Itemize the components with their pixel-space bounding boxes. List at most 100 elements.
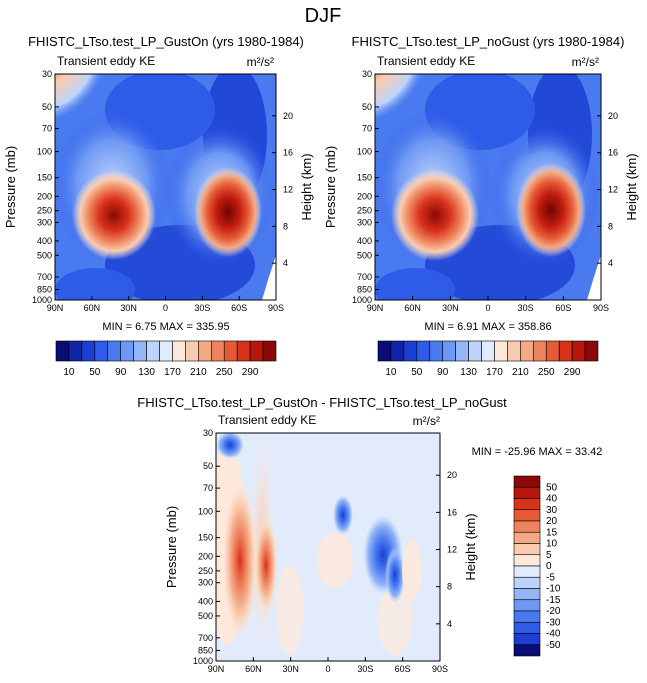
colorbar-swatch — [513, 599, 541, 612]
y-right-tick-label: 12 — [447, 545, 457, 555]
y-tick-label: 250 — [37, 206, 52, 216]
colorbar-label: 290 — [564, 367, 581, 378]
panel-left-label: Transient eddy KE — [218, 413, 316, 427]
colorbar-swatch — [571, 340, 586, 362]
colorbar-label: 210 — [512, 367, 529, 378]
min-max-stats: MIN = -25.96 MAX = 33.42 — [472, 446, 603, 458]
y-right-tick-label: 4 — [447, 619, 452, 629]
y-axis-label: Pressure (mb) — [3, 146, 18, 228]
x-tick-label: 30S — [194, 303, 210, 313]
y-tick-label: 70 — [362, 124, 372, 134]
colorbar-swatch — [416, 340, 431, 362]
colorbar-label: -50 — [546, 640, 561, 651]
panel-title: FHISTC_LTso.test_LP_noGust (yrs 1980-198… — [352, 34, 625, 49]
panel-title: FHISTC_LTso.test_LP_GustOn (yrs 1980-198… — [28, 34, 304, 49]
x-tick-label: 30S — [518, 303, 534, 313]
x-tick-label: 0 — [325, 664, 330, 674]
y-right-tick-label: 16 — [447, 507, 457, 517]
colorbar-label: 170 — [164, 367, 181, 378]
y-right-axis-label: Height (km) — [299, 153, 314, 220]
colorbar-label: 50 — [411, 367, 423, 378]
y-tick-label: 30 — [362, 69, 372, 79]
colorbar-swatch — [513, 475, 541, 488]
colorbar-swatch — [210, 340, 225, 362]
colorbar-label: 170 — [486, 367, 503, 378]
x-tick-label: 30N — [442, 303, 459, 313]
panel-no-gust: FHISTC_LTso.test_LP_noGust (yrs 1980-198… — [323, 34, 639, 333]
colorbar-swatch — [513, 498, 541, 511]
colorbar-label: 290 — [242, 367, 259, 378]
colorbar-swatch — [94, 340, 109, 362]
min-max-stats: MIN = 6.75 MAX = 335.95 — [102, 321, 229, 333]
colorbar-swatch — [429, 340, 444, 362]
x-tick-label: 30N — [120, 303, 137, 313]
y-tick-label: 30 — [203, 428, 213, 438]
colorbar-swatch — [120, 340, 134, 362]
y-tick-label: 50 — [362, 102, 372, 112]
colorbar-swatch — [513, 633, 541, 646]
y-tick-label: 150 — [37, 173, 52, 183]
y-right-tick-label: 16 — [283, 148, 293, 158]
y-right-tick-label: 20 — [447, 470, 457, 480]
colorbar-swatch — [133, 340, 147, 362]
colorbar-swatch — [146, 340, 160, 362]
y-tick-label: 850 — [198, 645, 213, 655]
x-tick-label: 60N — [84, 303, 101, 313]
colorbar-swatch — [520, 340, 534, 362]
y-tick-label: 700 — [198, 633, 213, 643]
y-tick-label: 100 — [357, 147, 372, 157]
colorbar-swatch — [513, 565, 541, 578]
y-tick-label: 1000 — [193, 656, 213, 666]
colorbar-swatch — [68, 340, 83, 362]
colorbar-label: 20 — [546, 516, 558, 527]
colorbar-swatch — [442, 340, 456, 362]
colorbar-swatch — [513, 621, 541, 634]
colorbar-label: 5 — [546, 550, 552, 561]
colorbar-label: 50 — [546, 482, 558, 493]
colorbar-swatch — [513, 554, 541, 567]
x-tick-label: 0 — [485, 303, 490, 313]
panel-left-label: Transient eddy KE — [377, 54, 475, 68]
y-right-tick-label: 4 — [283, 258, 288, 268]
y-tick-label: 400 — [198, 596, 213, 606]
y-tick-label: 70 — [203, 483, 213, 493]
colorbar-swatch — [545, 340, 560, 362]
colorbar-swatch — [513, 509, 541, 522]
x-tick-label: 90N — [367, 303, 384, 313]
x-tick-label: 90S — [432, 664, 448, 674]
colorbar-swatch — [81, 340, 96, 362]
colorbar-label: 250 — [216, 367, 233, 378]
colorbar-label: 130 — [138, 367, 155, 378]
figure-title: DJF — [305, 5, 342, 27]
colorbar-swatch — [159, 340, 173, 362]
y-right-tick-label: 20 — [608, 111, 618, 121]
colorbar-label: -5 — [546, 572, 555, 583]
panel-units-label: m²/s² — [247, 55, 274, 69]
y-tick-label: 400 — [37, 236, 52, 246]
colorbar-label: -40 — [546, 629, 561, 640]
y-tick-label: 30 — [42, 69, 52, 79]
panel-units-label: m²/s² — [413, 414, 440, 428]
y-right-tick-label: 8 — [283, 221, 288, 231]
colorbar-swatch — [513, 520, 541, 533]
colorbar-label: 10 — [63, 367, 75, 378]
contour-field — [216, 433, 440, 661]
colorbar-swatch — [513, 644, 541, 657]
y-tick-label: 200 — [198, 551, 213, 561]
colorbar-label: 210 — [190, 367, 207, 378]
y-tick-label: 200 — [37, 191, 52, 201]
panel-left-label: Transient eddy KE — [57, 54, 155, 68]
y-axis-label: Pressure (mb) — [323, 146, 338, 228]
colorbar-label: 40 — [546, 494, 558, 505]
colorbar-swatch — [236, 340, 251, 362]
colorbar-no-gust: 10 50 90 130 170 210 250 290 — [377, 340, 599, 378]
y-tick-label: 150 — [198, 533, 213, 543]
y-tick-label: 500 — [357, 250, 372, 260]
colorbar-swatch — [513, 576, 541, 589]
panel-units-label: m²/s² — [572, 55, 599, 69]
colorbar-label: -20 — [546, 606, 561, 617]
x-tick-label: 30S — [357, 664, 373, 674]
y-tick-label: 300 — [357, 217, 372, 227]
y-tick-label: 250 — [198, 566, 213, 576]
colorbar-label: -15 — [546, 595, 561, 606]
